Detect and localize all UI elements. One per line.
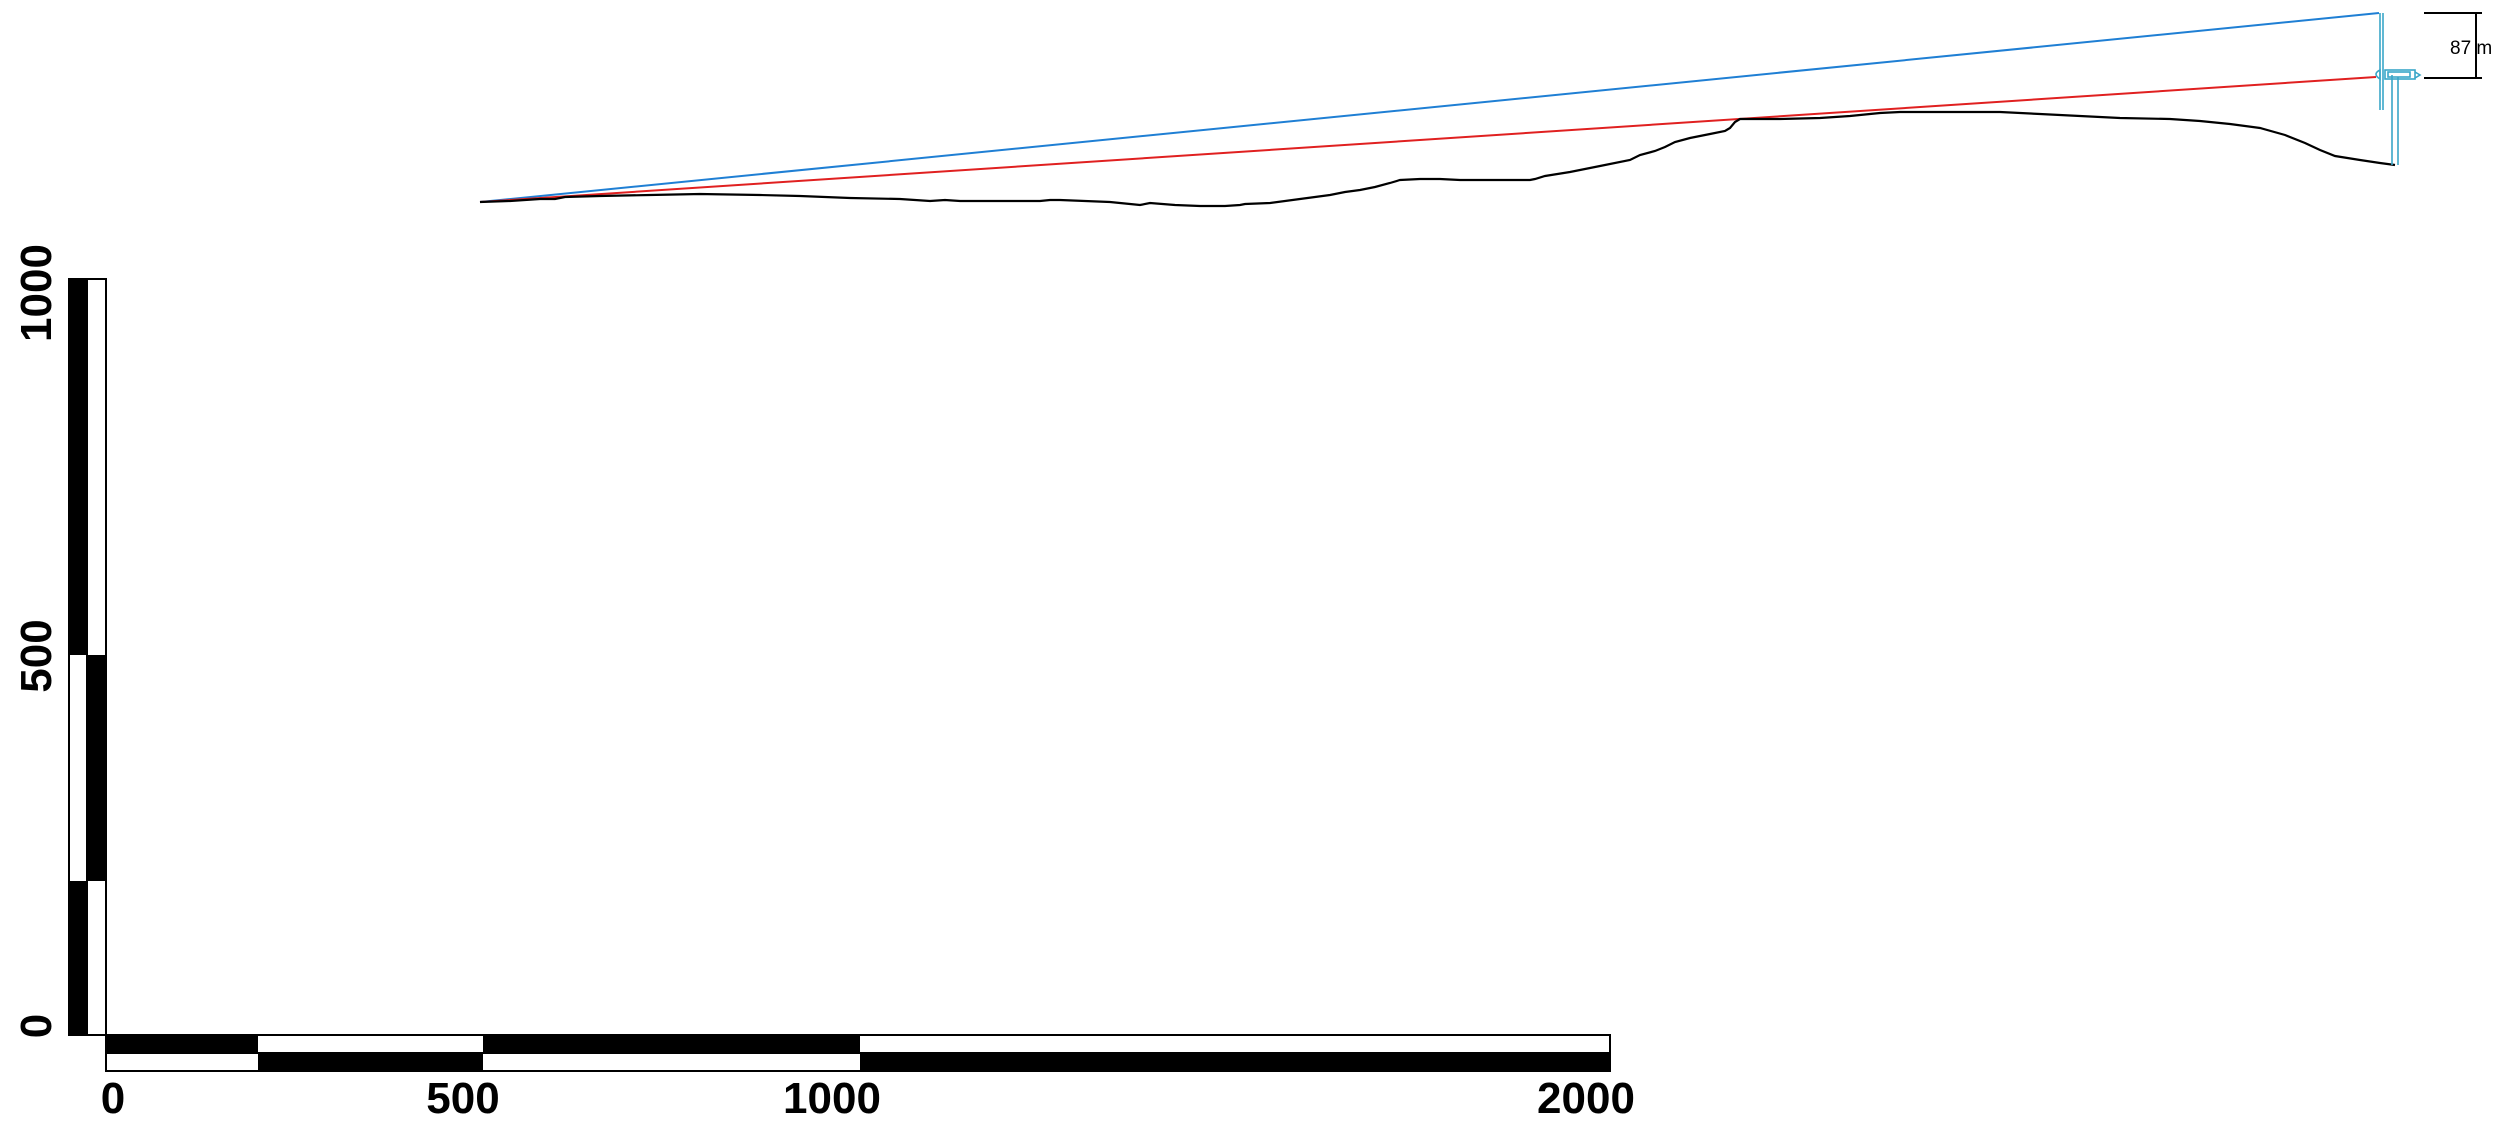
horizontal-scale-bar <box>105 1034 1611 1072</box>
sightline-hub <box>479 76 2377 203</box>
scale-x-label-2000: 2000 <box>1537 1074 1635 1123</box>
scale-y-label-0: 0 <box>12 1014 61 1038</box>
scale-y-label-500: 500 <box>12 619 61 692</box>
scale-x-label-0: 0 <box>101 1074 125 1123</box>
scale-x-label-500: 500 <box>426 1074 499 1123</box>
wind-turbine-icon <box>2375 13 2422 165</box>
sightline-blade-tip <box>479 12 2380 203</box>
scale-y-label-1000: 1000 <box>12 244 61 342</box>
height-dimension: 87 m <box>2424 12 2492 79</box>
scale-x-label-1000: 1000 <box>783 1074 881 1123</box>
terrain-profile <box>479 110 2396 208</box>
vertical-scale-bar <box>68 278 107 1036</box>
dimension-label: 87 m <box>2450 38 2492 59</box>
